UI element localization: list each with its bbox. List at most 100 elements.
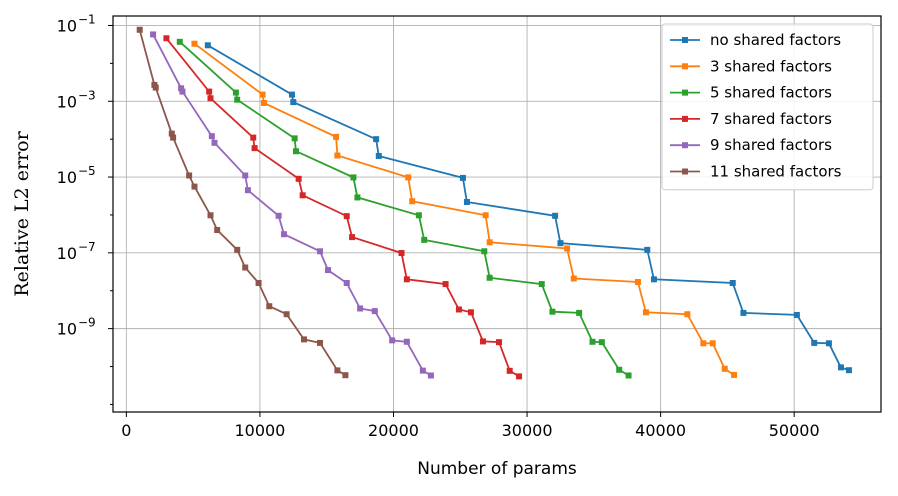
data-point [709, 340, 716, 347]
ticks: 0 10000 20000 30000 40000 5000010−110−310−510… [57, 12, 820, 440]
data-point [242, 264, 249, 271]
series-2 [191, 40, 738, 378]
data-point [191, 40, 198, 47]
data-point [463, 198, 470, 205]
data-point [150, 31, 157, 38]
data-point [486, 239, 493, 246]
y-tick-label-exp: −7 [78, 240, 96, 254]
data-point [421, 236, 428, 243]
y-tick-label-base: 10 [57, 168, 77, 187]
data-point [288, 91, 295, 98]
series-line [193, 42, 735, 376]
x-tick-label: 10000 [234, 421, 285, 440]
data-point [419, 367, 426, 374]
data-point [598, 339, 605, 346]
data-point [729, 280, 736, 287]
data-point [371, 308, 378, 315]
data-point [334, 367, 341, 374]
data-point [300, 336, 307, 343]
data-point [403, 338, 410, 345]
legend-item: 5 shared factors [670, 84, 832, 102]
data-point [642, 309, 649, 316]
y-tick-label: 10 −5 [57, 164, 96, 187]
series-1 [204, 42, 852, 374]
legend: no shared factors 3 shared factors 5 share… [661, 23, 874, 191]
data-point [136, 26, 143, 33]
y-tick-label: 10 −7 [57, 240, 96, 263]
y-tick-label-exp: −9 [78, 316, 96, 330]
legend-swatch-marker [682, 168, 688, 175]
data-point [211, 139, 218, 146]
data-point [179, 88, 186, 95]
data-point [625, 372, 632, 379]
y-axis-label: Relative L2 error [11, 130, 33, 296]
data-point [260, 99, 267, 106]
data-point [232, 89, 239, 96]
data-point [204, 42, 211, 49]
legend-swatch-marker [682, 142, 688, 149]
data-point [207, 95, 214, 102]
series-layer [136, 26, 852, 380]
data-point [299, 192, 306, 199]
legend-swatch-marker [682, 37, 688, 43]
legend-label: no shared factors [710, 31, 841, 49]
series-6 [136, 26, 349, 379]
data-point [576, 309, 583, 316]
legend-label: 9 shared factors [710, 136, 832, 154]
series-line [165, 37, 520, 378]
data-point [459, 174, 466, 181]
y-tick-label: 10 −9 [57, 316, 96, 339]
data-point [234, 246, 241, 253]
data-point [516, 373, 523, 380]
data-point [280, 231, 287, 238]
x-tick-label: 20000 [368, 421, 419, 440]
legend-swatch-marker [682, 115, 688, 122]
data-point [375, 152, 382, 159]
data-point [295, 175, 302, 182]
x-axis-label: Number of params [417, 459, 577, 479]
data-point [290, 99, 297, 106]
data-point [564, 245, 571, 252]
data-point [214, 227, 221, 234]
plot-frame [112, 15, 882, 413]
data-point [398, 250, 405, 257]
data-point [350, 174, 357, 181]
series-3 [176, 38, 632, 379]
x-tick-label: 40000 [635, 421, 686, 440]
data-point [552, 212, 559, 219]
data-point [549, 308, 556, 315]
data-point [496, 339, 503, 346]
data-point [442, 281, 449, 288]
data-point [731, 371, 738, 378]
data-point [644, 246, 651, 253]
x-tick-label: 30000 [502, 421, 553, 440]
x-tick-label: 50000 [769, 421, 820, 440]
legend-label: 5 shared factors [710, 84, 832, 102]
legend-label: 7 shared factors [710, 110, 832, 128]
y-tick-label-exp: −5 [78, 164, 96, 178]
legend-swatch-marker [682, 89, 688, 96]
data-point [178, 85, 185, 92]
data-point [570, 275, 577, 282]
data-point [259, 91, 266, 98]
y-tick-label-base: 10 [57, 16, 77, 35]
data-point [467, 309, 474, 316]
data-point [354, 194, 361, 201]
data-point [168, 130, 175, 137]
data-point [415, 212, 422, 219]
data-point [589, 338, 596, 345]
series-5 [150, 31, 434, 379]
series-line [152, 33, 432, 377]
data-point [700, 340, 707, 347]
data-point [403, 276, 410, 283]
legend-item: no shared factors [670, 31, 841, 49]
data-point [292, 148, 299, 155]
data-point [208, 133, 215, 140]
y-tick-label-exp: −3 [78, 88, 96, 102]
x-tick-label: 0 [121, 421, 131, 440]
data-point [152, 84, 159, 91]
data-point [825, 340, 832, 347]
data-point [255, 280, 262, 287]
y-tick-label: 10 −3 [57, 88, 96, 111]
